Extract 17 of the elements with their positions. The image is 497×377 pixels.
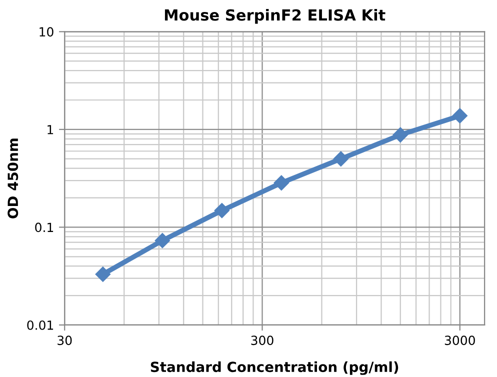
x-tick-label: 3000 — [444, 336, 475, 346]
x-tick-label: 300 — [251, 336, 274, 346]
point — [333, 151, 348, 166]
point — [95, 266, 110, 282]
chart-title: Mouse SerpinF2 ELISA Kit — [164, 8, 386, 24]
y-tick-label: 0.1 — [35, 222, 54, 232]
x-tick-label: 30 — [58, 336, 72, 346]
point — [154, 233, 170, 248]
y-tick-label: 1 — [48, 125, 54, 134]
y-axis-title: OD 450nm — [8, 138, 18, 218]
y-tick-label: 0.01 — [27, 320, 54, 330]
point — [214, 202, 230, 218]
point — [452, 108, 468, 124]
y-tick-label: 10 — [40, 27, 54, 37]
point — [274, 175, 289, 190]
x-axis-title: Standard Concentration (pg/ml) — [150, 361, 398, 375]
point — [392, 127, 408, 142]
